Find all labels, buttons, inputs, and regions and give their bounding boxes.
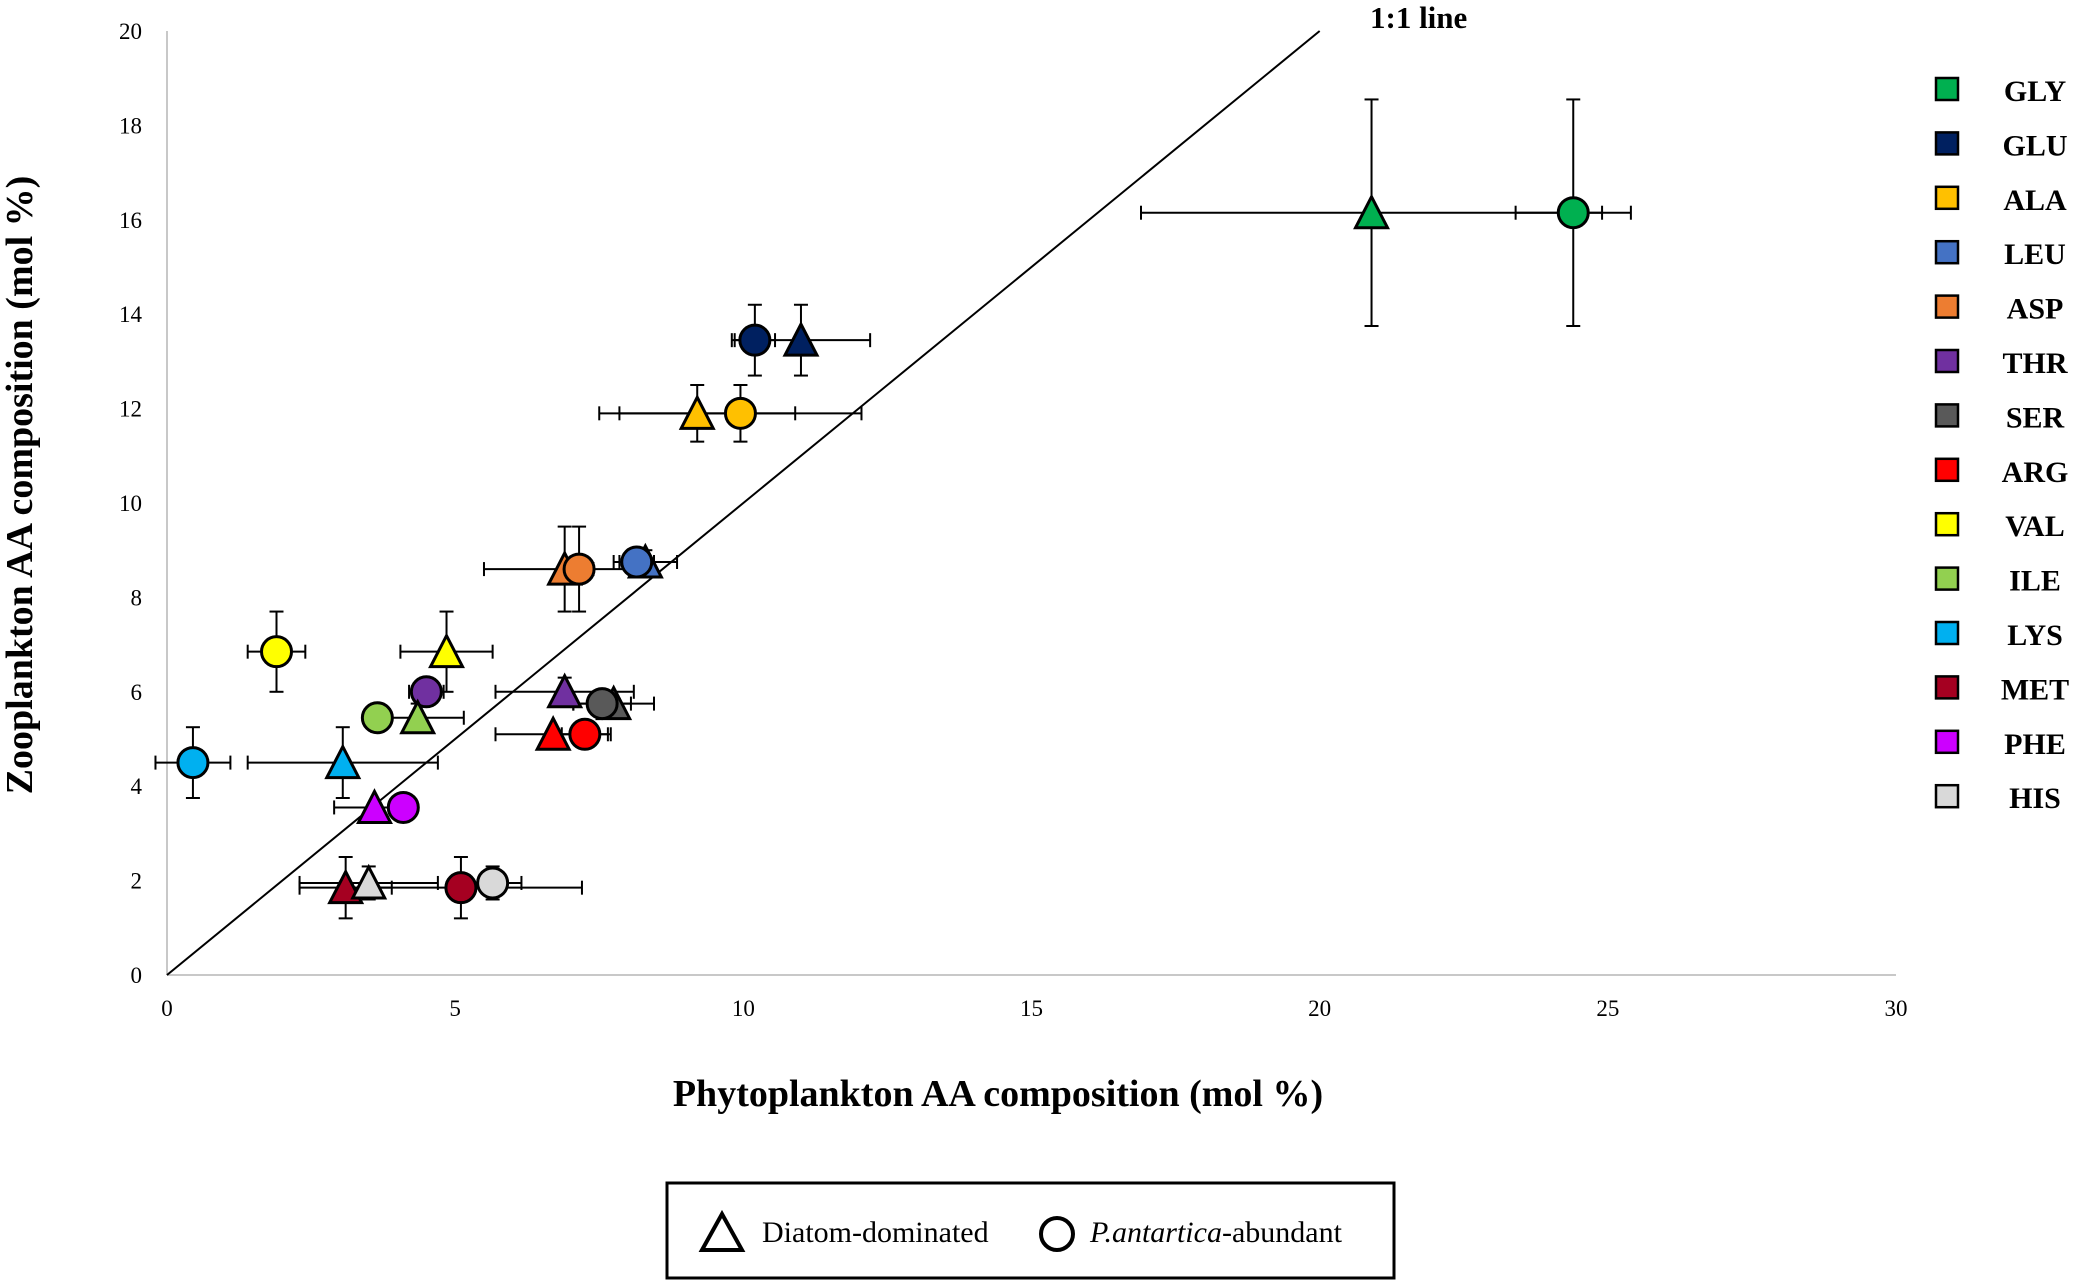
glu-diatom-point	[782, 320, 820, 357]
legend-label-leu: LEU	[2004, 238, 2066, 271]
val-diatom-point	[428, 632, 465, 669]
one-to-one-annotation: 1:1 line	[1370, 0, 1467, 35]
x-tick-label: 10	[732, 996, 755, 1021]
lys-phaeo-point	[176, 746, 210, 780]
data-markers	[176, 193, 1590, 905]
legend-swatch-ala	[1934, 185, 1960, 211]
y-tick-label: 0	[131, 963, 143, 988]
legend-label-lys: LYS	[2007, 619, 2063, 652]
legend-label-glu: GLU	[2002, 129, 2067, 162]
met-phaeo-point	[444, 871, 478, 905]
phaeo-legend-label: P.antartica-abundant	[1089, 1216, 1343, 1249]
legend-swatch-ile	[1934, 566, 1960, 591]
diatom-legend-label: Diatom-dominated	[762, 1216, 989, 1249]
x-tick-label: 5	[449, 996, 461, 1021]
legend-label-phe: PHE	[2004, 728, 2066, 761]
y-tick-label: 2	[131, 869, 143, 894]
y-tick-label: 8	[131, 585, 143, 610]
legend-swatch-leu	[1934, 239, 1960, 265]
thr-diatom-point	[546, 672, 584, 709]
legend-swatch-val	[1934, 511, 1960, 537]
leu-phaeo-point	[620, 545, 654, 579]
thr-phaeo-point	[409, 675, 443, 709]
y-tick-labels: 0 2 4 6 8 10 12 14 16 18 20	[119, 19, 143, 988]
legend-label-met: MET	[2001, 673, 2069, 706]
gly-diatom-point	[1353, 193, 1390, 230]
y-tick-label: 10	[119, 491, 142, 516]
x-tick-label: 30	[1885, 996, 1908, 1021]
ala-phaeo-point	[723, 396, 757, 430]
legend-label-gly: GLY	[2004, 75, 2067, 108]
legend-swatch-ser	[1934, 403, 1960, 428]
diatom-legend-marker	[698, 1209, 746, 1252]
legend-label-arg: ARG	[2002, 456, 2069, 489]
x-tick-label: 20	[1308, 996, 1331, 1021]
y-tick-label: 4	[131, 774, 143, 799]
legend-swatch-glu	[1934, 131, 1960, 156]
legend-label-thr: THR	[2002, 347, 2067, 380]
group-legend-box	[665, 1181, 1396, 1280]
glu-phaeo-point	[738, 323, 772, 357]
ile-diatom-point	[399, 698, 437, 735]
x-tick-label: 15	[1020, 996, 1043, 1021]
y-tick-label: 16	[119, 208, 142, 233]
phaeo-legend-marker	[1039, 1216, 1075, 1252]
ile-phaeo-point	[360, 701, 394, 735]
legend-swatch-arg	[1934, 457, 1960, 483]
val-phaeo-point	[260, 635, 294, 669]
legend-swatch-asp	[1934, 294, 1960, 319]
ala-diatom-point	[678, 394, 716, 430]
legend-swatch-gly	[1934, 76, 1960, 102]
y-tick-label: 20	[119, 19, 142, 44]
group-legend: Diatom-dominated P.antartica-abundant	[665, 1181, 1396, 1280]
y-tick-label: 6	[131, 680, 143, 705]
legend-label-ala: ALA	[2003, 184, 2067, 217]
lys-diatom-point	[324, 743, 362, 780]
gly-phaeo-point	[1556, 196, 1590, 230]
legend-swatch-met	[1934, 675, 1960, 700]
legend-label-ile: ILE	[2009, 565, 2061, 598]
legend-label-val: VAL	[2005, 510, 2064, 543]
phe-diatom-point	[356, 788, 393, 824]
legend-swatch-thr	[1934, 348, 1960, 374]
arg-phaeo-point	[568, 717, 602, 751]
legend-swatch-lys	[1934, 620, 1960, 646]
x-axis-title: Phytoplankton AA composition (mol %)	[673, 1073, 1323, 1115]
phaeo-legend-italic: P.antartica	[1089, 1216, 1222, 1249]
legend-label-asp: ASP	[2007, 293, 2064, 326]
y-tick-label: 12	[119, 397, 142, 422]
legend-label-ser: SER	[2006, 401, 2065, 434]
legend-swatch-his	[1934, 783, 1960, 809]
phaeo-legend-rest: -abundant	[1222, 1216, 1343, 1249]
phe-phaeo-point	[386, 790, 420, 824]
his-phaeo-point	[476, 866, 510, 900]
y-tick-label: 14	[119, 302, 143, 327]
asp-phaeo-point	[562, 552, 596, 586]
ser-phaeo-point	[585, 687, 619, 721]
legend: GLY GLU ALA LEU ASP THR SER ARG VAL ILE LYS MET PHE H…	[1934, 75, 2069, 815]
his-diatom-point	[350, 863, 388, 900]
x-tick-label: 25	[1596, 996, 1619, 1021]
legend-label-his: HIS	[2009, 782, 2061, 815]
x-tick-label: 0	[161, 996, 173, 1021]
legend-swatch-phe	[1934, 729, 1960, 755]
y-axis-title: Zooplankton AA composition (mol %)	[0, 176, 41, 795]
arg-diatom-point	[534, 715, 572, 751]
one-to-one-line	[166, 30, 1321, 976]
y-tick-label: 18	[119, 113, 142, 138]
x-tick-labels: 0 5 10 15 20 25 30	[161, 996, 1907, 1021]
